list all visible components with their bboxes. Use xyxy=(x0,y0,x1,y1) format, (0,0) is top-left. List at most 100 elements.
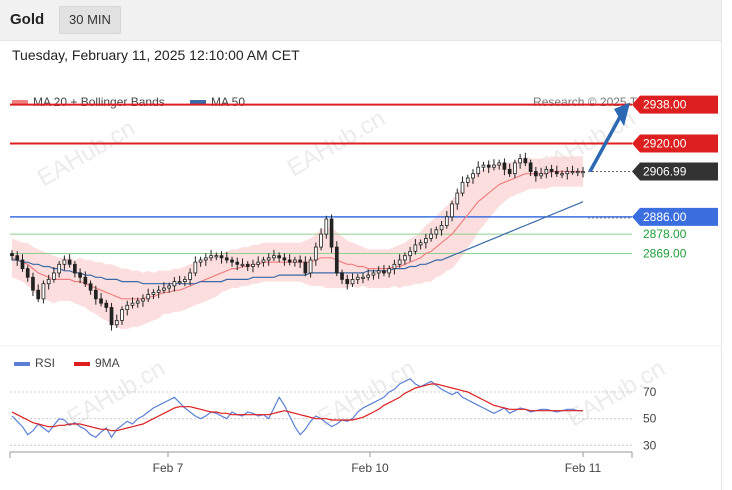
candle xyxy=(418,239,423,250)
level-tag xyxy=(632,95,718,114)
candle xyxy=(403,252,407,265)
candle-body xyxy=(282,257,287,261)
candle-body xyxy=(240,263,245,266)
candle xyxy=(31,272,35,297)
candle xyxy=(162,282,166,294)
level-label: 2878.00 xyxy=(643,227,687,241)
candle-body xyxy=(444,216,449,226)
candle xyxy=(539,167,543,180)
candle-body xyxy=(371,272,376,276)
candle-body xyxy=(183,279,187,282)
candle xyxy=(15,251,20,266)
level-tag xyxy=(632,162,718,181)
candle-body xyxy=(114,320,119,326)
candle-body xyxy=(193,261,198,274)
candle xyxy=(560,170,564,179)
candle xyxy=(46,274,51,290)
candle-body xyxy=(130,302,135,306)
candle xyxy=(575,168,580,177)
timeframe-button[interactable]: 30 MIN xyxy=(59,6,121,34)
candle-body xyxy=(413,244,418,252)
rsi-ma-legend-label: 9MA xyxy=(95,356,120,370)
candle-body xyxy=(293,259,297,263)
candle-body xyxy=(209,255,213,259)
candle xyxy=(235,257,240,271)
candle xyxy=(277,252,282,263)
candle xyxy=(183,276,187,287)
candle-body xyxy=(219,255,224,259)
ma20-swatch xyxy=(12,99,28,104)
candle-body xyxy=(188,272,192,280)
candle xyxy=(36,284,41,303)
candle xyxy=(245,261,250,272)
candle-body xyxy=(554,171,559,175)
candle xyxy=(52,267,56,283)
candle-body xyxy=(429,233,433,239)
candle xyxy=(460,176,465,197)
ma50-swatch xyxy=(190,99,206,104)
candle-body xyxy=(486,164,491,168)
candle xyxy=(397,254,402,268)
candle-body xyxy=(104,302,109,308)
candle xyxy=(481,161,486,172)
candle xyxy=(193,256,198,277)
candle-body xyxy=(251,263,255,267)
candle xyxy=(518,154,522,169)
candle xyxy=(361,272,365,284)
candle xyxy=(513,159,517,179)
candle xyxy=(502,158,507,176)
candle xyxy=(471,169,475,184)
candle xyxy=(293,256,297,267)
candle xyxy=(25,265,30,282)
candle-body xyxy=(408,250,412,257)
candle xyxy=(62,255,67,271)
candle xyxy=(366,269,371,281)
candle-body xyxy=(88,283,93,291)
candle xyxy=(177,275,182,285)
candle xyxy=(146,288,151,303)
candle-body xyxy=(492,164,496,168)
candle-body xyxy=(245,263,250,267)
candle-body xyxy=(513,162,517,175)
candle xyxy=(444,211,449,229)
candle-body xyxy=(376,270,381,274)
candle-body xyxy=(387,268,392,274)
candle-body xyxy=(203,257,208,261)
ma20-line xyxy=(11,170,583,300)
candle-body xyxy=(382,270,386,274)
candle-body xyxy=(172,281,177,287)
candle-body xyxy=(135,300,140,304)
candle xyxy=(345,274,350,290)
candle xyxy=(125,300,130,316)
candle xyxy=(434,226,439,239)
candle-body xyxy=(298,259,302,263)
candle xyxy=(319,228,323,251)
candle xyxy=(308,256,313,278)
candle xyxy=(167,282,171,293)
candle xyxy=(130,297,135,309)
candle xyxy=(424,233,428,249)
candle xyxy=(135,297,140,308)
candle xyxy=(214,252,219,261)
candle-body xyxy=(277,255,282,259)
candle xyxy=(88,280,93,295)
candle-body xyxy=(67,259,72,265)
symbol-title: Gold xyxy=(10,11,45,28)
candle-body xyxy=(471,173,475,179)
candle-body xyxy=(25,268,30,278)
candle xyxy=(329,214,334,253)
candle xyxy=(93,285,98,305)
candle xyxy=(230,256,234,267)
candle xyxy=(287,254,292,266)
level-label: 2938.00 xyxy=(643,98,687,112)
candle xyxy=(313,242,318,266)
candle-body xyxy=(481,164,486,168)
candle-body xyxy=(177,281,182,284)
candle-body xyxy=(46,279,51,285)
candle xyxy=(303,256,308,277)
watermark-text: EAHub.cn xyxy=(33,115,140,192)
candle xyxy=(476,161,481,177)
candle xyxy=(172,277,177,292)
candle-body xyxy=(476,166,481,175)
candle xyxy=(544,166,549,179)
